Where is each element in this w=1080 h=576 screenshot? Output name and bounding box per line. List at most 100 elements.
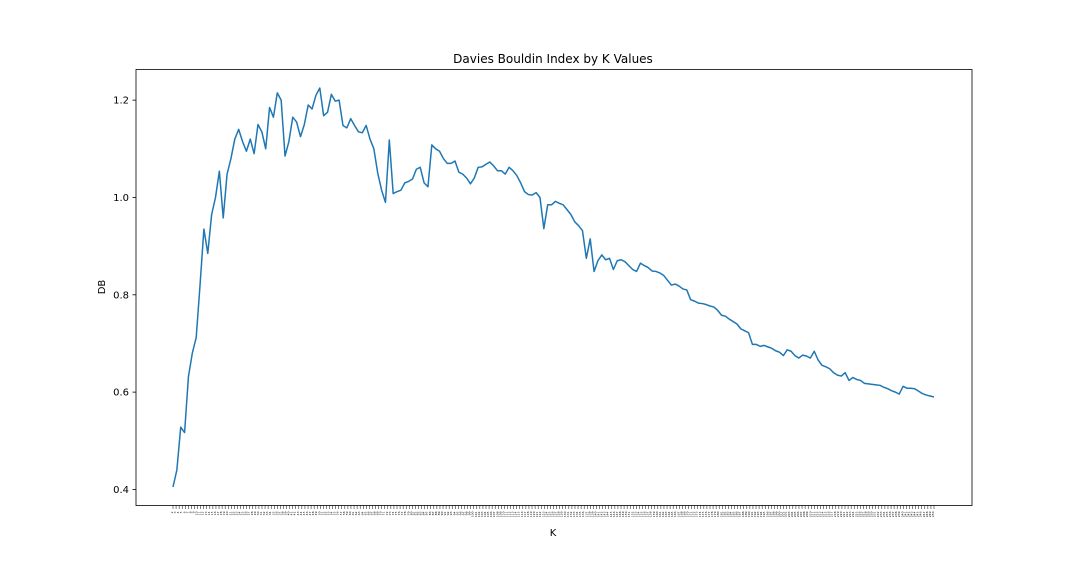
x-tick-label: 127 [554,511,558,517]
x-tick-label: 139 [590,511,594,517]
x-tick-label: 90 [440,511,444,515]
x-tick-label: 51 [320,511,324,515]
x-tick-label: 16 [213,511,217,515]
x-tick-label: 196 [765,511,769,517]
x-tick-label: 168 [679,511,683,517]
x-tick-label: 101 [474,511,478,517]
x-tick-label: 120 [532,511,536,517]
x-tick-label: 76 [397,511,401,515]
x-tick-label: 38 [280,511,284,515]
x-tick-label: 234 [882,511,886,517]
x-tick-label: 86 [428,511,432,515]
x-tick-label: 216 [827,511,831,517]
x-tick-label: 119 [529,511,533,517]
x-tick-label: 214 [821,511,825,517]
x-tick-label: 28 [250,511,254,515]
x-tick-label: 183 [725,511,729,517]
series-layer [172,87,935,488]
x-tick-label: 48 [311,511,315,515]
x-tick-label: 203 [787,511,791,517]
x-tick-label: 170 [686,511,690,517]
x-tick-label: 54 [330,511,334,515]
x-tick-label: 237 [891,511,895,517]
x-tick-label: 17 [216,511,220,515]
x-tick-label: 43 [296,511,300,515]
x-tick-label: 23 [234,511,238,515]
x-tick-label: 239 [897,511,901,517]
x-tick-label: 246 [919,511,923,517]
x-tick-label: 53 [326,511,330,515]
x-tick-label: 137 [584,511,588,517]
x-tick-label: 4 [176,511,180,513]
x-tick-label: 20 [225,511,229,515]
x-tick-label: 6 [182,511,186,513]
x-tick-label: 14 [207,511,211,515]
x-tick-label: 97 [462,511,466,515]
x-tick-label: 138 [587,511,591,517]
x-tick-label: 205 [793,511,797,517]
x-tick-label: 34 [268,511,272,515]
x-tick-label: 112 [508,511,512,517]
x-tick-label: 41 [290,511,294,515]
x-tick-label: 159 [652,511,656,517]
plot-frame [135,69,973,506]
x-tick-label: 166 [673,511,677,517]
x-tick-label: 58 [342,511,346,515]
x-tick-label: 109 [498,511,502,517]
x-tick-label: 149 [621,511,625,517]
x-tick-label: 108 [495,511,499,517]
x-tick-label: 204 [790,511,794,517]
x-tick-label: 29 [253,511,257,515]
x-tick-label: 55 [333,511,337,515]
x-tick-label: 50 [317,511,321,515]
x-tick-label: 241 [903,511,907,517]
y-tick-label: 0.4 [113,485,129,496]
x-tick-label: 167 [676,511,680,517]
x-tick-label: 69 [376,511,380,515]
y-tick-label: 1.0 [113,193,129,204]
x-tick-label: 13 [204,511,208,515]
x-tick-label: 218 [833,511,837,517]
x-tick-label: 106 [489,511,493,517]
x-tick-label: 65 [363,511,367,515]
x-tick-label: 202 [784,511,788,517]
x-tick-label: 59 [345,511,349,515]
x-tick-label: 250 [931,511,935,517]
x-tick-label: 228 [863,511,867,517]
x-tick-label: 226 [857,511,861,517]
x-tick-label: 249 [928,511,932,517]
x-tick-label: 117 [523,511,527,517]
x-tick-label: 31 [259,511,263,515]
x-tick-label: 199 [775,511,779,517]
x-tick-label: 153 [633,511,637,517]
x-tick-label: 207 [799,511,803,517]
x-tick-label: 165 [670,511,674,517]
x-tick-label: 8 [188,511,192,513]
x-tick-label: 85 [425,511,429,515]
x-tick-label: 156 [643,511,647,517]
x-tick-label: 12 [201,511,205,515]
x-tick-label: 26 [244,511,248,515]
x-tick-label: 78 [403,511,407,515]
x-tick-label: 161 [658,511,662,517]
x-tick-label: 244 [913,511,917,517]
x-tick-label: 122 [538,511,542,517]
x-tick-label: 111 [504,511,508,517]
x-tick-label: 47 [308,511,312,515]
x-tick-label: 221 [842,511,846,517]
y-tick-label: 0.6 [113,388,129,399]
x-tick-label: 45 [302,511,306,515]
x-tick-label: 32 [262,511,266,515]
x-tick-label: 134 [575,511,579,517]
x-tick-label: 110 [501,511,505,517]
x-tick-label: 232 [876,511,880,517]
x-tick-label: 171 [689,511,693,517]
x-tick-label: 172 [692,511,696,517]
x-tick-label: 146 [612,511,616,517]
x-tick-label: 22 [231,511,235,515]
ticks-layer: 0.40.60.81.01.22 3 4 5 6 7 8 9 10 11 12 13 14 15 16 17 1… [113,96,935,518]
x-tick-label: 105 [486,511,490,517]
x-tick-label: 49 [314,511,318,515]
x-tick-label: 247 [922,511,926,517]
x-tick-label: 160 [655,511,659,517]
